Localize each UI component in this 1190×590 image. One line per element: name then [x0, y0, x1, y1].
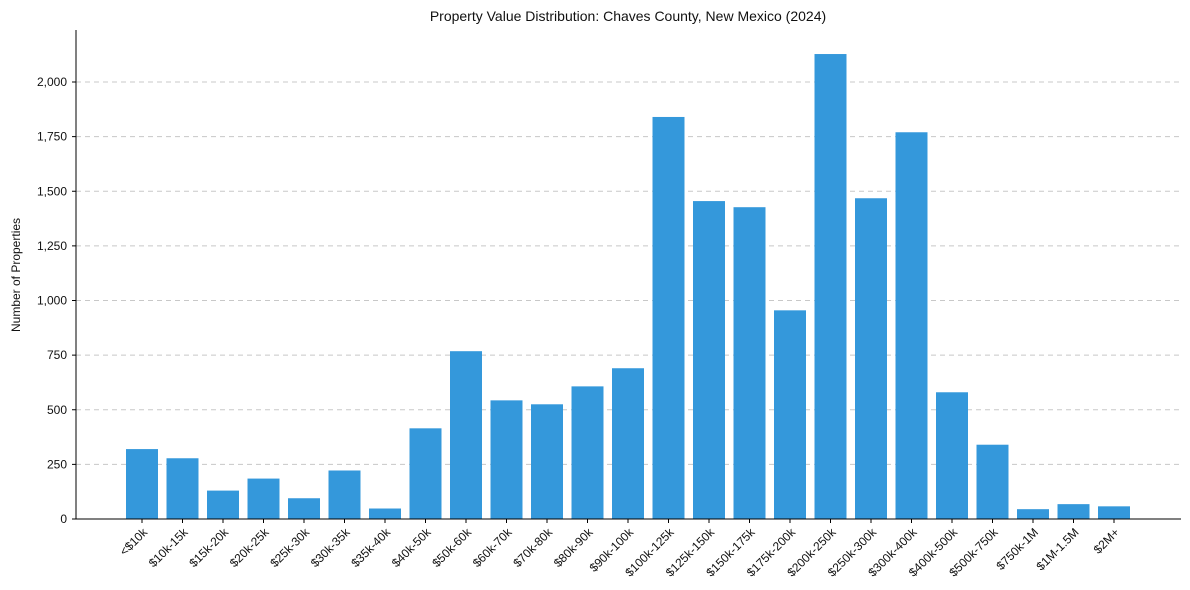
bar	[328, 470, 361, 519]
bar	[409, 428, 442, 519]
bar	[855, 198, 887, 519]
x-tick-label: $2M+	[1091, 525, 1122, 556]
x-ticks: <$10k$10k-15k$15k-20k$20k-25k$25k-30k$30…	[117, 519, 1122, 579]
bar	[774, 310, 806, 519]
x-tick-label: $1M-1.5M	[1034, 525, 1082, 573]
bar	[369, 508, 401, 519]
x-tick-label: $750k-1M	[993, 525, 1041, 573]
bar	[166, 458, 199, 519]
bar	[490, 400, 523, 519]
bar	[207, 490, 239, 519]
x-tick-label: $30k-35k	[308, 525, 354, 571]
bar	[1098, 506, 1130, 519]
x-tick-label: $60k-70k	[470, 525, 516, 571]
grid-lines	[76, 81, 1181, 465]
y-tick-label: 1,750	[37, 130, 67, 144]
bar	[450, 351, 482, 519]
bar	[612, 368, 644, 519]
bar	[531, 404, 563, 519]
x-tick-label: $50k-60k	[429, 525, 475, 571]
x-tick-label: <$10k	[117, 525, 151, 559]
y-tick-label: 250	[47, 457, 67, 471]
y-tick-label: 1,500	[37, 184, 67, 198]
y-tick-label: 500	[47, 403, 67, 417]
y-axis-label: Number of Properties	[9, 218, 23, 332]
x-tick-label: $15k-20k	[186, 525, 232, 571]
bar	[693, 201, 725, 519]
x-tick-label: $70k-80k	[510, 525, 556, 571]
bar	[1017, 509, 1049, 519]
bar	[936, 392, 968, 519]
y-tick-label: 1,250	[37, 239, 67, 253]
x-tick-label: $25k-30k	[267, 525, 313, 571]
bar	[1057, 504, 1090, 519]
x-tick-label: $10k-15k	[146, 525, 192, 571]
bar	[814, 54, 847, 519]
bars	[126, 54, 1130, 520]
bar	[652, 116, 685, 520]
x-tick-label: $35k-40k	[348, 525, 394, 571]
bar	[895, 132, 928, 519]
bar	[571, 386, 604, 519]
y-ticks: 0 250 500 750 1,000 1,250 1,500 1,750 2,000	[37, 75, 76, 526]
bar	[288, 498, 320, 519]
bar	[247, 478, 280, 519]
y-tick-label: 0	[60, 512, 67, 526]
bar	[976, 444, 1009, 519]
chart-title: Property Value Distribution: Chaves Coun…	[430, 8, 826, 24]
bar	[126, 449, 158, 519]
y-tick-label: 2,000	[37, 75, 67, 89]
x-tick-label: $40k-50k	[389, 525, 435, 571]
y-tick-label: 1,000	[37, 294, 67, 308]
x-tick-label: $20k-25k	[227, 525, 273, 571]
y-tick-label: 750	[47, 348, 67, 362]
bar	[733, 207, 766, 519]
